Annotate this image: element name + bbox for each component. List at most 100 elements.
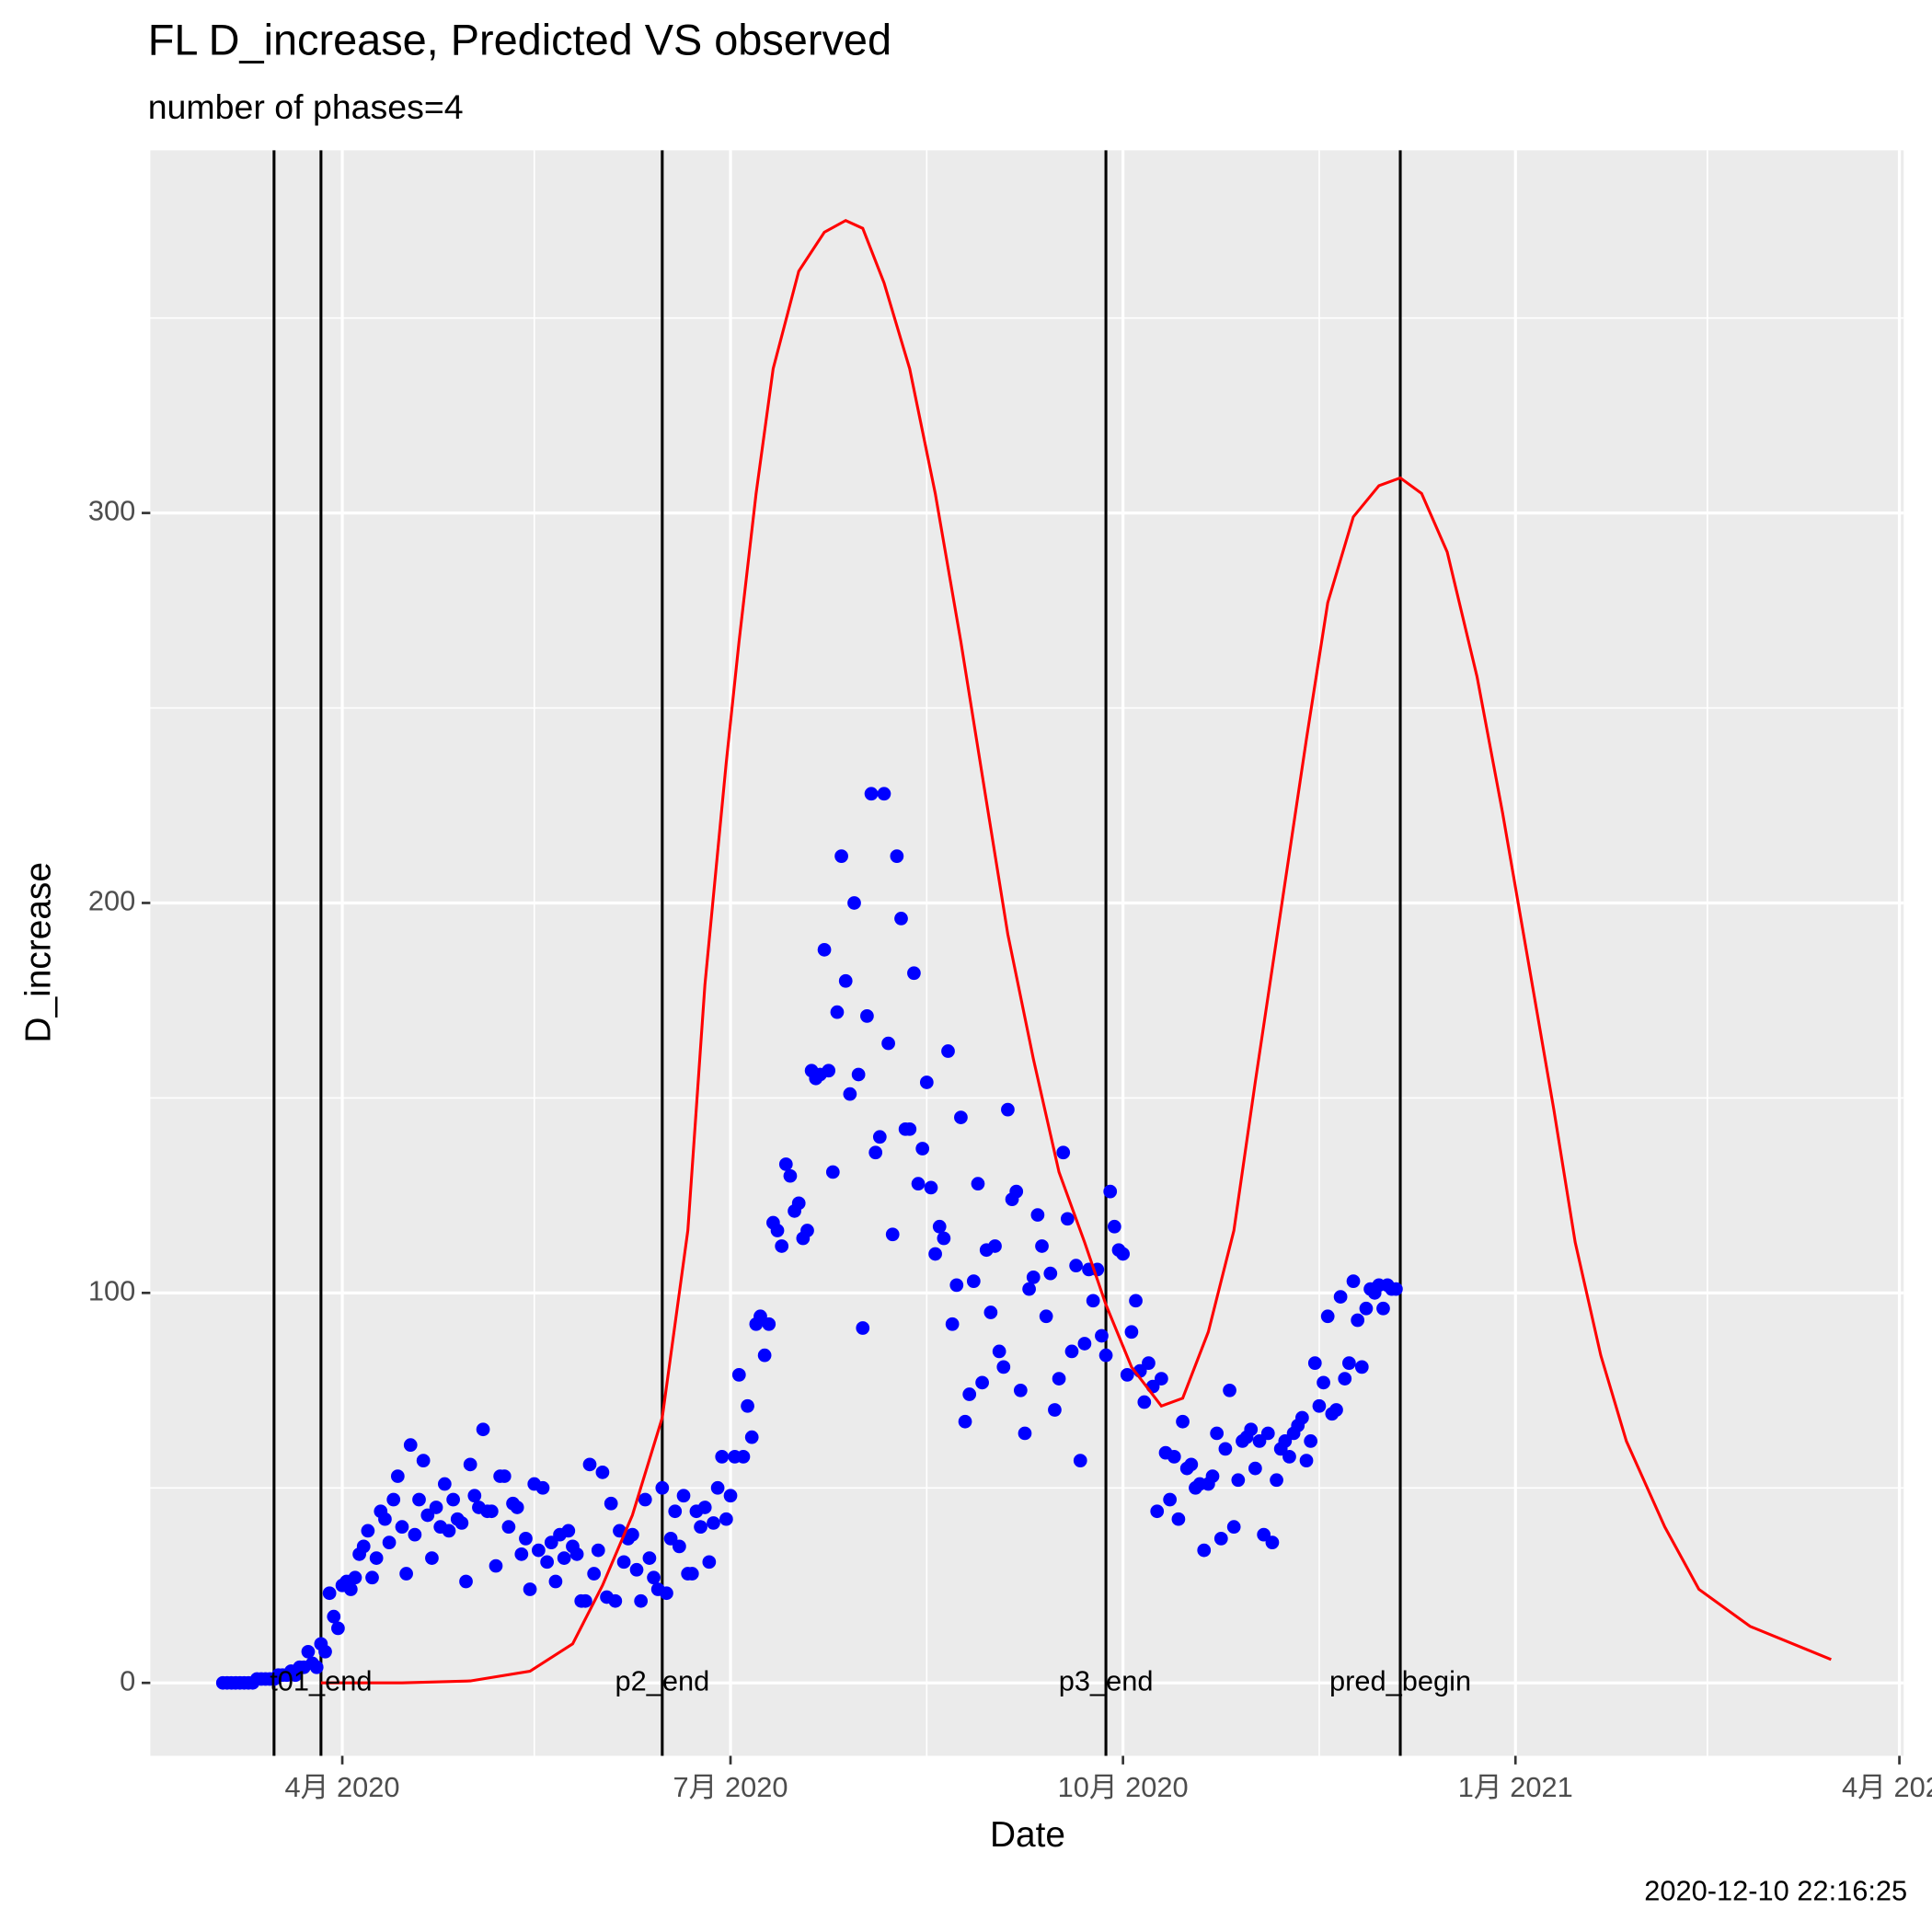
data-point <box>1351 1313 1365 1328</box>
data-point <box>885 1227 900 1242</box>
phase-label: p3_end <box>1059 1664 1154 1696</box>
data-point <box>907 966 921 981</box>
data-point <box>425 1551 439 1565</box>
data-point <box>463 1457 477 1472</box>
phase-label: t01_end <box>270 1664 372 1696</box>
data-point <box>817 942 832 957</box>
data-point <box>365 1570 379 1585</box>
data-point <box>877 787 891 801</box>
data-point <box>501 1520 516 1535</box>
data-point <box>1223 1383 1236 1397</box>
data-point <box>860 1009 874 1023</box>
data-point <box>962 1387 977 1401</box>
data-point <box>1231 1473 1246 1488</box>
data-point <box>864 787 879 801</box>
data-point <box>591 1543 605 1558</box>
data-point <box>361 1524 375 1538</box>
data-point <box>668 1504 683 1519</box>
data-point <box>348 1570 362 1585</box>
data-point <box>548 1574 563 1589</box>
data-point <box>399 1567 413 1581</box>
data-point <box>1307 1356 1322 1371</box>
data-point <box>1270 1473 1283 1488</box>
data-point <box>1095 1328 1109 1343</box>
data-point <box>1069 1259 1083 1273</box>
data-point <box>403 1438 418 1453</box>
y-tick-label: 300 <box>88 495 135 527</box>
data-point <box>1389 1282 1403 1296</box>
data-point <box>856 1321 870 1335</box>
data-point <box>1226 1520 1241 1535</box>
data-point <box>1001 1102 1015 1117</box>
data-point <box>309 1660 324 1674</box>
data-point <box>489 1558 503 1573</box>
chart-title: FL D_increase, Predicted VS observed <box>148 16 891 63</box>
data-point <box>1026 1271 1041 1284</box>
data-point <box>655 1480 670 1495</box>
data-point <box>467 1489 482 1503</box>
data-point <box>476 1422 490 1437</box>
data-point <box>442 1524 456 1538</box>
data-point <box>731 1367 746 1382</box>
data-point <box>971 1177 985 1191</box>
data-point <box>561 1524 576 1538</box>
y-tick-label: 0 <box>120 1664 135 1696</box>
data-point <box>616 1555 631 1570</box>
data-point <box>1213 1532 1228 1546</box>
data-point <box>1244 1422 1259 1437</box>
data-point <box>1013 1383 1028 1397</box>
data-point <box>378 1512 392 1526</box>
data-point <box>408 1527 422 1542</box>
data-point <box>830 1005 845 1019</box>
data-point <box>1333 1290 1348 1304</box>
data-point <box>702 1555 717 1570</box>
data-point <box>988 1239 1002 1253</box>
data-point <box>1048 1403 1062 1417</box>
data-point <box>868 1145 883 1160</box>
data-point <box>395 1520 409 1535</box>
x-tick-label: 7月 2020 <box>673 1771 788 1803</box>
data-point <box>996 1360 1011 1374</box>
data-point <box>1265 1535 1280 1549</box>
data-point <box>497 1469 512 1483</box>
data-point <box>715 1450 730 1464</box>
data-point <box>1030 1208 1045 1222</box>
data-point <box>416 1454 431 1467</box>
data-point <box>1142 1356 1156 1371</box>
data-point <box>1312 1398 1327 1413</box>
data-point <box>1376 1301 1390 1316</box>
data-point <box>1299 1454 1314 1467</box>
data-point <box>992 1344 1006 1359</box>
data-point <box>1052 1372 1066 1386</box>
phase-label: p2_end <box>615 1664 709 1696</box>
data-point <box>791 1196 806 1211</box>
data-point <box>1064 1344 1079 1359</box>
x-tick-label: 1月 2021 <box>1458 1771 1573 1803</box>
data-point <box>1184 1457 1199 1472</box>
data-point <box>966 1274 981 1288</box>
data-point <box>800 1224 814 1237</box>
data-point <box>356 1539 371 1554</box>
data-point <box>557 1551 571 1565</box>
x-tick-label: 10月 2020 <box>1058 1771 1189 1803</box>
data-point <box>1103 1184 1118 1199</box>
data-point <box>1116 1247 1130 1261</box>
data-point <box>723 1489 738 1503</box>
data-point <box>1248 1461 1262 1476</box>
data-point <box>1039 1309 1053 1324</box>
data-point <box>822 1064 836 1078</box>
data-point <box>684 1567 699 1581</box>
data-point <box>412 1492 426 1507</box>
data-point <box>626 1527 639 1542</box>
data-point <box>386 1492 401 1507</box>
data-point <box>1035 1239 1049 1253</box>
data-point <box>1150 1504 1165 1519</box>
data-point <box>1282 1450 1296 1464</box>
data-point <box>1098 1348 1113 1363</box>
data-point <box>604 1496 618 1511</box>
data-point <box>446 1492 460 1507</box>
data-point <box>1205 1469 1220 1483</box>
data-point <box>1060 1212 1075 1226</box>
data-point <box>719 1512 733 1526</box>
data-point <box>1124 1325 1139 1340</box>
